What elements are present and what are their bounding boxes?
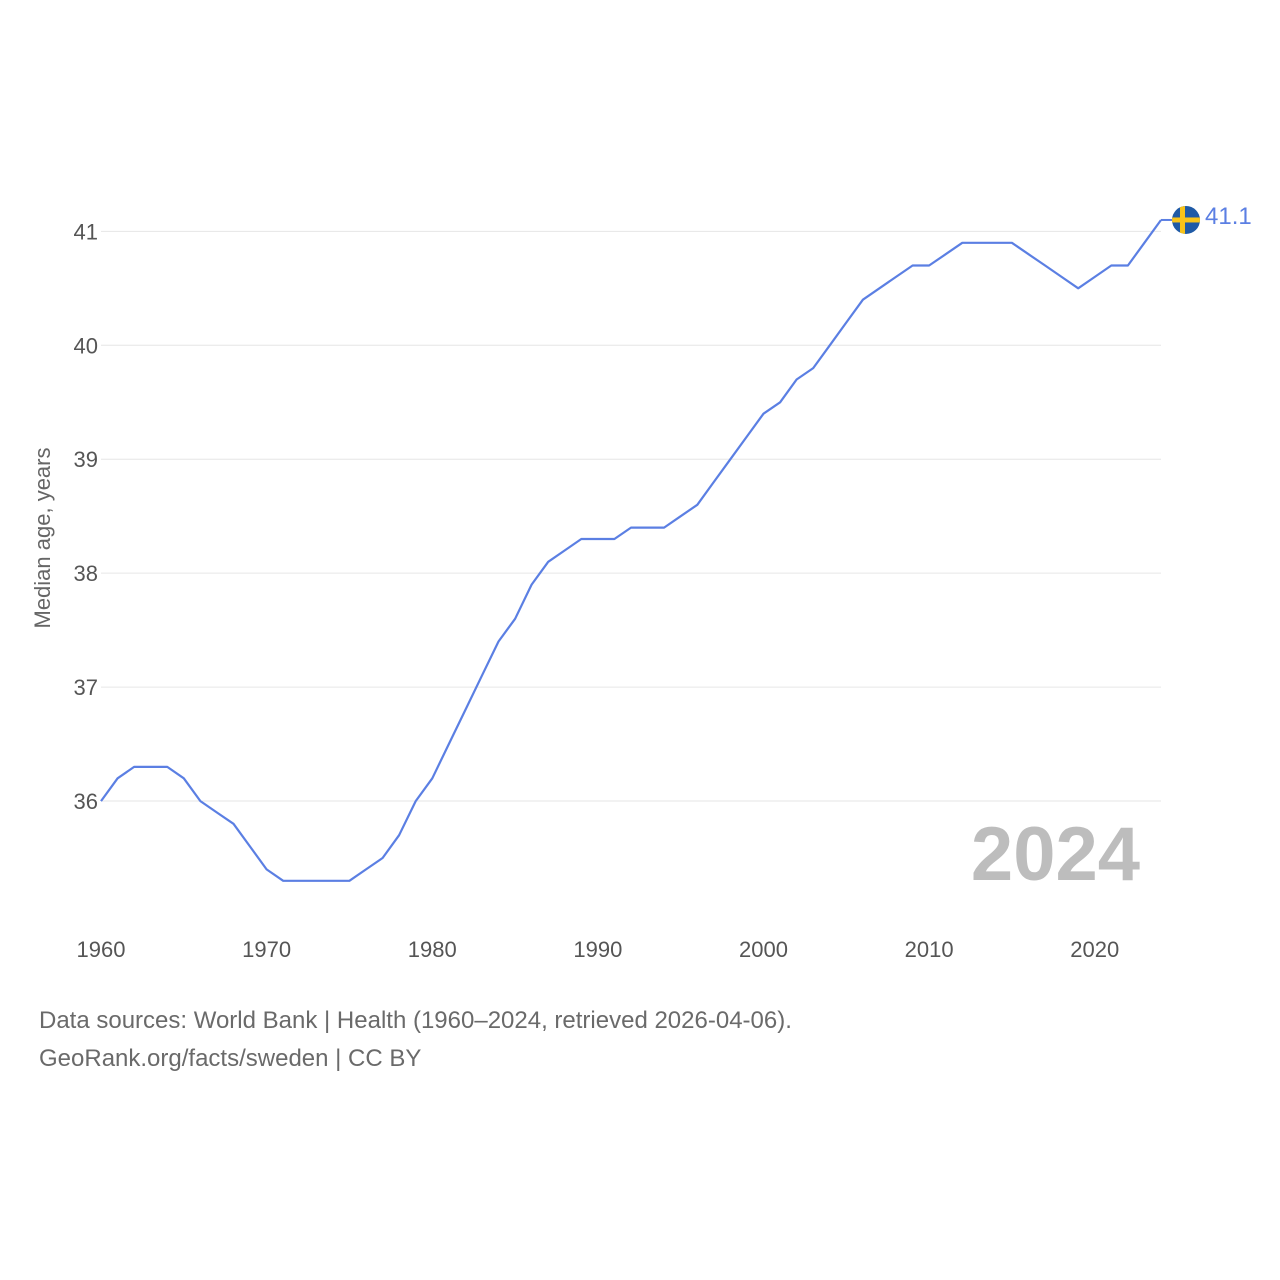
credit-link[interactable]: GeoRank.org/facts/sweden | CC BY [39, 1045, 422, 1072]
y-tick-40: 40 [74, 333, 98, 358]
end-value-label: 41.1 [1205, 203, 1252, 230]
x-tick-2020: 2020 [1070, 937, 1119, 962]
x-tick-1990: 1990 [573, 937, 622, 962]
sweden-flag-icon [1172, 205, 1200, 234]
y-tick-41: 41 [74, 219, 98, 244]
y-axis-title: Median age, years [30, 448, 55, 629]
year-watermark: 2024 [971, 812, 1140, 897]
x-axis-ticks: 1960 1970 1980 1990 2000 2010 2020 [77, 937, 1120, 962]
y-tick-39: 39 [74, 447, 98, 472]
line-chart: 36 37 38 39 40 41 1960 1970 1980 1990 2000 2010 202… [30, 203, 1252, 962]
gridlines [101, 230, 1161, 802]
data-sources-note: Data sources: World Bank | Health (1960–… [39, 1007, 792, 1034]
x-tick-2000: 2000 [739, 937, 788, 962]
series-group [100, 219, 1162, 882]
x-tick-2010: 2010 [905, 937, 954, 962]
y-tick-36: 36 [74, 789, 98, 814]
x-tick-1970: 1970 [242, 937, 291, 962]
x-tick-1960: 1960 [77, 937, 126, 962]
x-tick-1980: 1980 [408, 937, 457, 962]
y-axis-ticks: 36 37 38 39 40 41 [74, 219, 98, 814]
end-marker: 41.1 [1161, 203, 1252, 234]
series-line-sweden [100, 219, 1162, 882]
y-tick-38: 38 [74, 561, 98, 586]
y-tick-37: 37 [74, 675, 98, 700]
